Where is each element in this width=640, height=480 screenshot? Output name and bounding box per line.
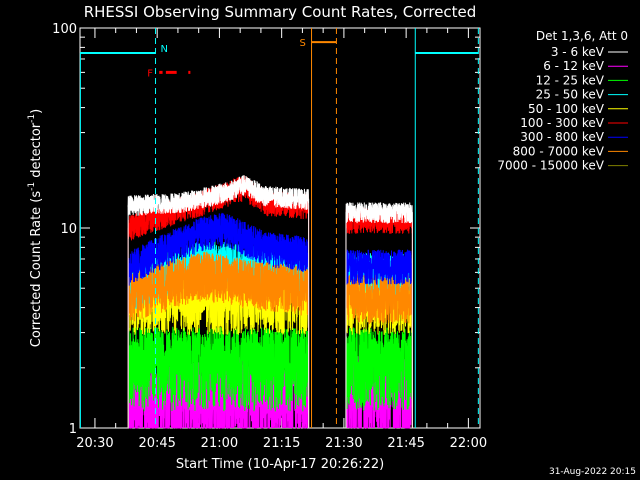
chart-title: RHESSI Observing Summary Count Rates, Co… bbox=[84, 3, 477, 21]
legend-item-label: 25 - 50 keV bbox=[536, 88, 605, 102]
series-line-3-6-kev bbox=[345, 201, 413, 225]
legend-item-label: 7000 - 15000 keV bbox=[497, 159, 604, 173]
x-axis-label: Start Time (10-Apr-17 20:26:22) bbox=[176, 457, 384, 472]
flag-layer: N S F bbox=[79, 28, 479, 428]
x-tick-label: 21:15 bbox=[263, 436, 300, 451]
legend-item-label: 6 - 12 keV bbox=[543, 59, 605, 73]
x-tick-label: 22:00 bbox=[450, 436, 487, 451]
legend-item-label: 300 - 800 keV bbox=[520, 130, 604, 144]
series-line-3-6-kev bbox=[127, 175, 309, 216]
x-tick-label: 21:00 bbox=[201, 436, 238, 451]
legend-item-label: 3 - 6 keV bbox=[551, 45, 605, 59]
y-tick-label: 100 bbox=[52, 22, 77, 37]
flag-label-f: F bbox=[147, 68, 153, 79]
series-line-800-7000-kev bbox=[345, 273, 413, 325]
x-tick-label: 20:45 bbox=[138, 436, 175, 451]
y-axis-label-sup1: -1 bbox=[27, 182, 37, 191]
y-tick-label: 10 bbox=[60, 222, 77, 237]
x-tick-label: 21:30 bbox=[325, 436, 362, 451]
y-axis-label-main: Corrected Count Rate (s bbox=[29, 191, 44, 348]
y-axis-label-sup2: -1 bbox=[27, 114, 37, 123]
legend-item-label: 50 - 100 keV bbox=[528, 102, 605, 116]
series-line-300-800-kev bbox=[345, 249, 413, 285]
legend-item-label: 100 - 300 keV bbox=[520, 116, 604, 130]
x-tick-label: 20:30 bbox=[76, 436, 113, 451]
x-tick-label: 21:45 bbox=[387, 436, 424, 451]
legend-item-label: 12 - 25 keV bbox=[536, 73, 605, 87]
series-line-12-25-kev bbox=[345, 327, 413, 411]
series-layer bbox=[127, 175, 413, 429]
legend-item-label: 800 - 7000 keV bbox=[513, 144, 605, 158]
series-line-800-7000-kev bbox=[127, 251, 309, 322]
flag-label-s: S bbox=[300, 38, 306, 49]
series-line-12-25-kev bbox=[127, 326, 309, 412]
y-axis-label: Corrected Count Rate (s-1 detector-1) bbox=[27, 109, 44, 347]
footer-date: 31-Aug-2022 20:15 bbox=[549, 467, 636, 477]
y-axis-label-mid: detector bbox=[29, 122, 44, 182]
flag-label-n: N bbox=[161, 44, 168, 55]
legend-header: Det 1,3,6, Att 0 bbox=[536, 29, 628, 43]
y-tick-label: 1 bbox=[69, 422, 77, 437]
series-line-300-800-kev bbox=[127, 212, 309, 286]
y-axis-label-end: ) bbox=[29, 109, 44, 114]
